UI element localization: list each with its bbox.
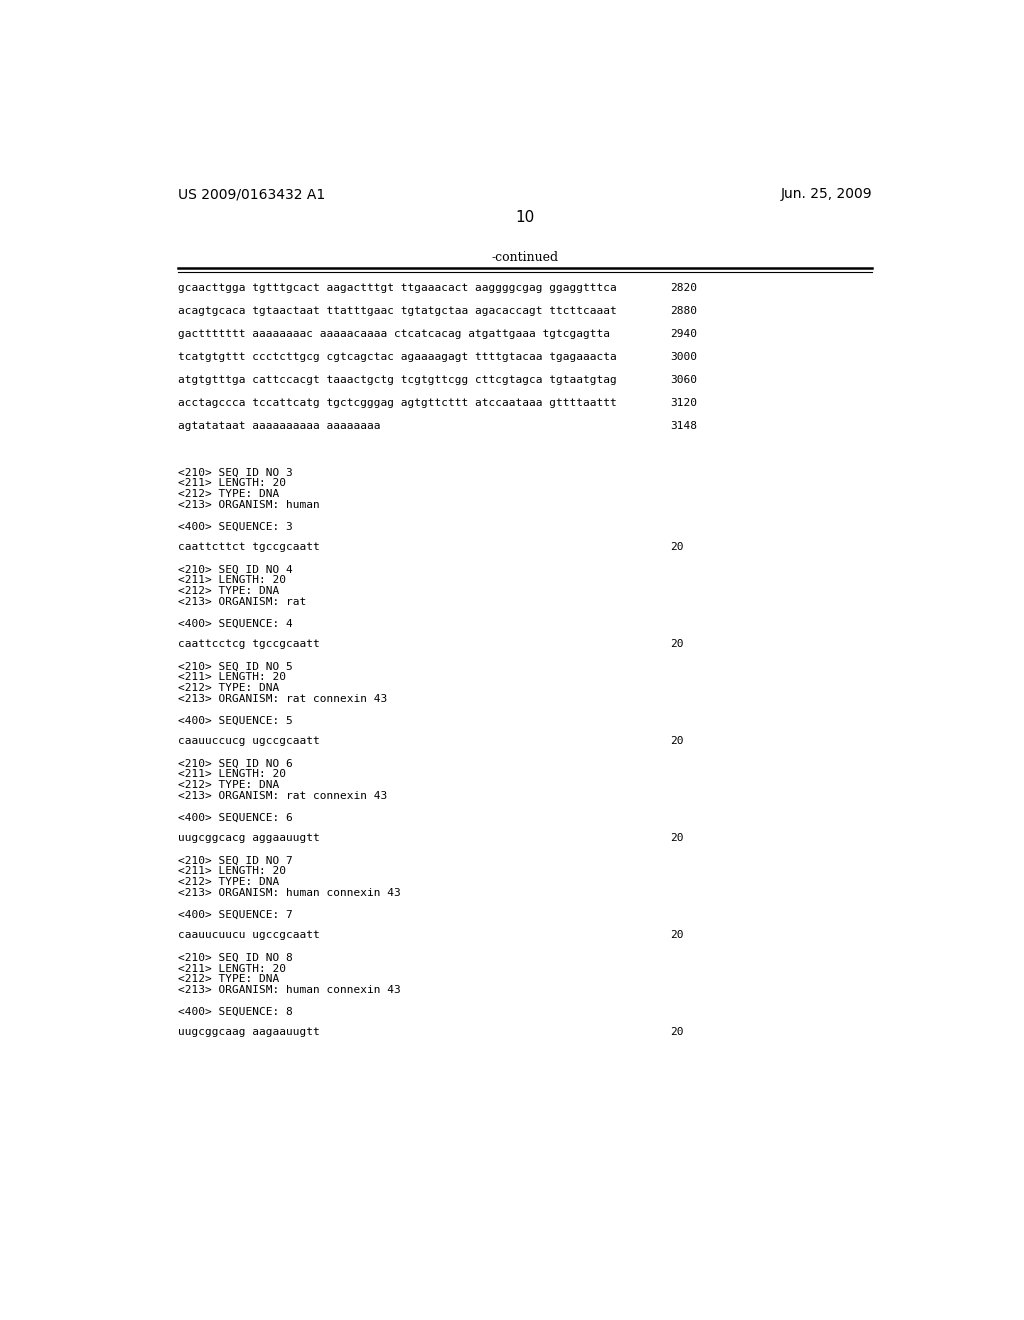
Text: <211> LENGTH: 20: <211> LENGTH: 20 xyxy=(178,478,287,488)
Text: <400> SEQUENCE: 3: <400> SEQUENCE: 3 xyxy=(178,521,293,532)
Text: <213> ORGANISM: human connexin 43: <213> ORGANISM: human connexin 43 xyxy=(178,985,401,995)
Text: <210> SEQ ID NO 7: <210> SEQ ID NO 7 xyxy=(178,855,293,866)
Text: <210> SEQ ID NO 8: <210> SEQ ID NO 8 xyxy=(178,953,293,962)
Text: caauuccucg ugccgcaatt: caauuccucg ugccgcaatt xyxy=(178,735,321,746)
Text: gacttttttt aaaaaaaac aaaaacaaaa ctcatcacag atgattgaaa tgtcgagtta: gacttttttt aaaaaaaac aaaaacaaaa ctcatcac… xyxy=(178,329,610,339)
Text: <212> TYPE: DNA: <212> TYPE: DNA xyxy=(178,878,280,887)
Text: <211> LENGTH: 20: <211> LENGTH: 20 xyxy=(178,672,287,682)
Text: <400> SEQUENCE: 7: <400> SEQUENCE: 7 xyxy=(178,909,293,920)
Text: <400> SEQUENCE: 8: <400> SEQUENCE: 8 xyxy=(178,1007,293,1016)
Text: acagtgcaca tgtaactaat ttatttgaac tgtatgctaa agacaccagt ttcttcaaat: acagtgcaca tgtaactaat ttatttgaac tgtatgc… xyxy=(178,306,617,315)
Text: <211> LENGTH: 20: <211> LENGTH: 20 xyxy=(178,866,287,876)
Text: <400> SEQUENCE: 5: <400> SEQUENCE: 5 xyxy=(178,715,293,726)
Text: Jun. 25, 2009: Jun. 25, 2009 xyxy=(780,187,872,202)
Text: 3000: 3000 xyxy=(671,352,697,362)
Text: caattcctcg tgccgcaatt: caattcctcg tgccgcaatt xyxy=(178,639,321,648)
Text: atgtgtttga cattccacgt taaactgctg tcgtgttcgg cttcgtagca tgtaatgtag: atgtgtttga cattccacgt taaactgctg tcgtgtt… xyxy=(178,375,617,385)
Text: <213> ORGANISM: human: <213> ORGANISM: human xyxy=(178,500,321,510)
Text: uugcggcacg aggaauugtt: uugcggcacg aggaauugtt xyxy=(178,833,321,842)
Text: agtatataat aaaaaaaaaa aaaaaaaa: agtatataat aaaaaaaaaa aaaaaaaa xyxy=(178,421,381,432)
Text: <212> TYPE: DNA: <212> TYPE: DNA xyxy=(178,490,280,499)
Text: 20: 20 xyxy=(671,1027,684,1036)
Text: <210> SEQ ID NO 5: <210> SEQ ID NO 5 xyxy=(178,661,293,672)
Text: <211> LENGTH: 20: <211> LENGTH: 20 xyxy=(178,964,287,974)
Text: caattcttct tgccgcaatt: caattcttct tgccgcaatt xyxy=(178,541,321,552)
Text: <210> SEQ ID NO 6: <210> SEQ ID NO 6 xyxy=(178,759,293,768)
Text: <212> TYPE: DNA: <212> TYPE: DNA xyxy=(178,586,280,597)
Text: tcatgtgttt ccctcttgcg cgtcagctac agaaaagagt ttttgtacaa tgagaaacta: tcatgtgttt ccctcttgcg cgtcagctac agaaaag… xyxy=(178,352,617,362)
Text: <212> TYPE: DNA: <212> TYPE: DNA xyxy=(178,684,280,693)
Text: 20: 20 xyxy=(671,541,684,552)
Text: <210> SEQ ID NO 4: <210> SEQ ID NO 4 xyxy=(178,565,293,574)
Text: <400> SEQUENCE: 4: <400> SEQUENCE: 4 xyxy=(178,619,293,628)
Text: <213> ORGANISM: rat: <213> ORGANISM: rat xyxy=(178,597,306,607)
Text: 10: 10 xyxy=(515,210,535,224)
Text: <213> ORGANISM: human connexin 43: <213> ORGANISM: human connexin 43 xyxy=(178,888,401,898)
Text: 2940: 2940 xyxy=(671,329,697,339)
Text: <212> TYPE: DNA: <212> TYPE: DNA xyxy=(178,780,280,791)
Text: <211> LENGTH: 20: <211> LENGTH: 20 xyxy=(178,576,287,586)
Text: <213> ORGANISM: rat connexin 43: <213> ORGANISM: rat connexin 43 xyxy=(178,694,388,704)
Text: caauucuucu ugccgcaatt: caauucuucu ugccgcaatt xyxy=(178,929,321,940)
Text: <210> SEQ ID NO 3: <210> SEQ ID NO 3 xyxy=(178,467,293,478)
Text: 2880: 2880 xyxy=(671,306,697,315)
Text: 3060: 3060 xyxy=(671,375,697,385)
Text: <212> TYPE: DNA: <212> TYPE: DNA xyxy=(178,974,280,985)
Text: 2820: 2820 xyxy=(671,282,697,293)
Text: gcaacttgga tgtttgcact aagactttgt ttgaaacact aaggggcgag ggaggtttca: gcaacttgga tgtttgcact aagactttgt ttgaaac… xyxy=(178,282,617,293)
Text: 3148: 3148 xyxy=(671,421,697,432)
Text: 20: 20 xyxy=(671,735,684,746)
Text: <213> ORGANISM: rat connexin 43: <213> ORGANISM: rat connexin 43 xyxy=(178,791,388,801)
Text: -continued: -continued xyxy=(492,251,558,264)
Text: 3120: 3120 xyxy=(671,399,697,408)
Text: 20: 20 xyxy=(671,639,684,648)
Text: acctagccca tccattcatg tgctcgggag agtgttcttt atccaataaa gttttaattt: acctagccca tccattcatg tgctcgggag agtgttc… xyxy=(178,399,617,408)
Text: <211> LENGTH: 20: <211> LENGTH: 20 xyxy=(178,770,287,780)
Text: US 2009/0163432 A1: US 2009/0163432 A1 xyxy=(178,187,326,202)
Text: 20: 20 xyxy=(671,833,684,842)
Text: 20: 20 xyxy=(671,929,684,940)
Text: uugcggcaag aagaauugtt: uugcggcaag aagaauugtt xyxy=(178,1027,321,1036)
Text: <400> SEQUENCE: 6: <400> SEQUENCE: 6 xyxy=(178,813,293,822)
